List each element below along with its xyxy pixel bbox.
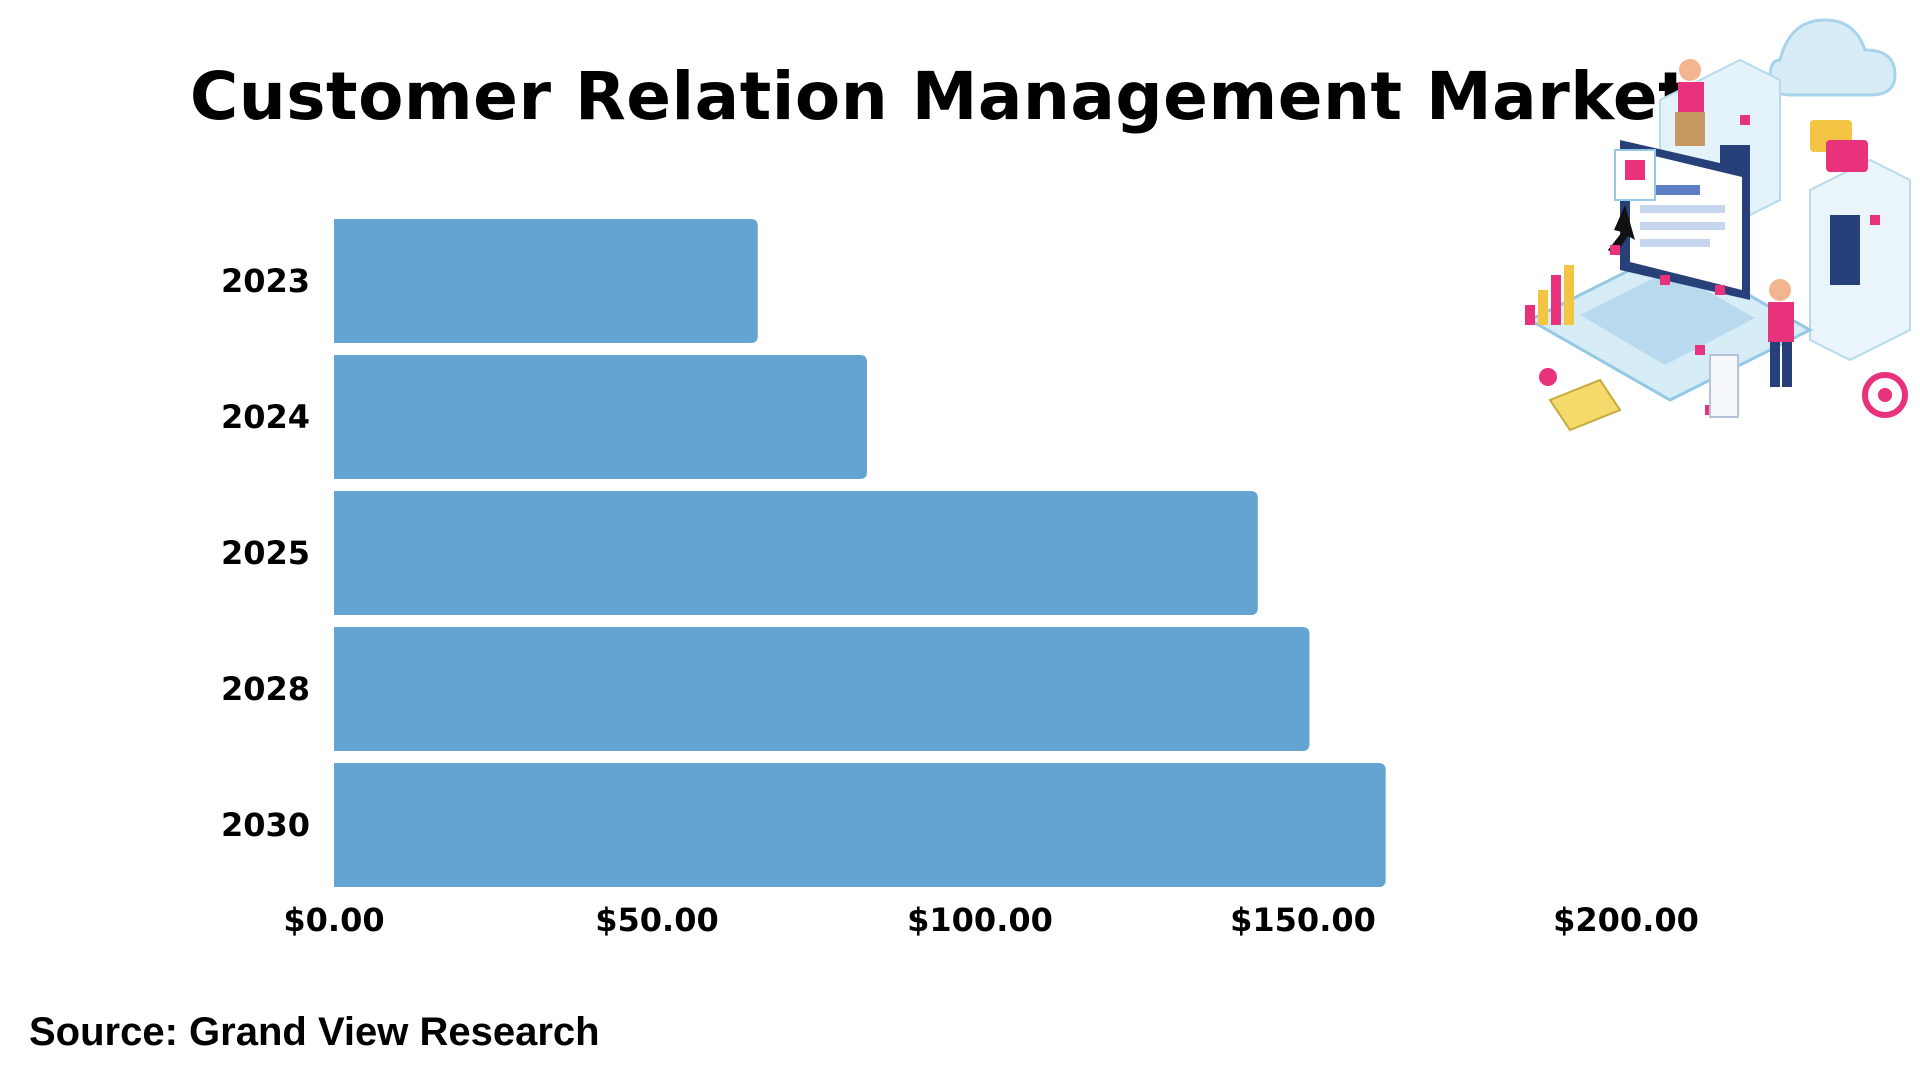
chart-title: Customer Relation Management Market [189, 58, 1691, 135]
x-tick-label: $150.00 [1230, 901, 1376, 939]
x-tick-label: $100.00 [907, 901, 1053, 939]
bar-2024 [334, 355, 867, 479]
x-tick-label: $50.00 [595, 901, 718, 939]
category-label-2030: 2030 [221, 806, 310, 844]
crm-isometric-illustration-icon [1525, 18, 1911, 432]
x-tick-label: $200.00 [1553, 901, 1699, 939]
bar-2025 [334, 491, 1258, 615]
category-label-2023: 2023 [221, 262, 310, 300]
x-tick-label: $0.00 [283, 901, 384, 939]
category-label-2024: 2024 [221, 398, 310, 436]
bar-2030 [334, 763, 1386, 887]
category-label-2028: 2028 [221, 670, 310, 708]
category-label-2025: 2025 [221, 534, 310, 572]
bar-2023 [334, 219, 758, 343]
source-note: Source: Grand View Research [29, 1010, 600, 1054]
bar-2028 [334, 627, 1310, 751]
